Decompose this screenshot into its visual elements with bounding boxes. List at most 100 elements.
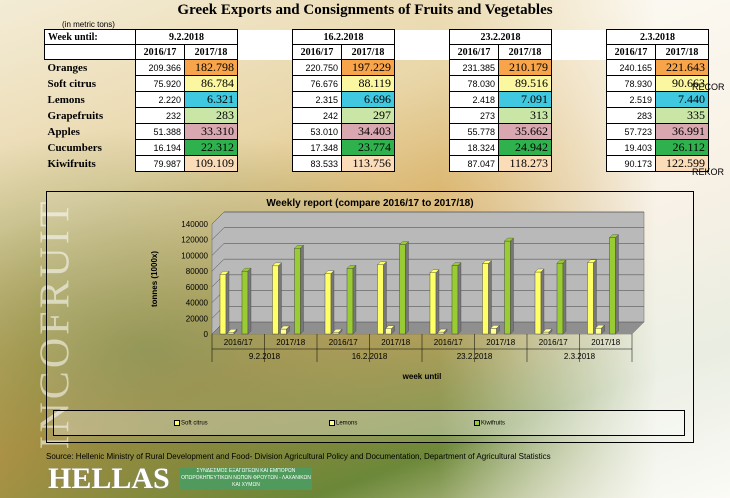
x-group-label: 23.2.2018 bbox=[457, 352, 493, 361]
y-tick-label: 120000 bbox=[181, 236, 208, 245]
spacer-cell bbox=[551, 59, 607, 76]
y-axis-label: tonnes (1000x) bbox=[150, 251, 159, 307]
value-2016-17: 232 bbox=[135, 107, 185, 124]
bar-kiwifruits bbox=[451, 265, 459, 335]
spacer-cell bbox=[551, 155, 607, 172]
gridline-side bbox=[211, 227, 225, 240]
chart-title: Weekly report (compare 2016/17 to 2017/1… bbox=[266, 198, 474, 209]
legend-swatch bbox=[474, 420, 480, 426]
spacer-cell bbox=[394, 59, 450, 76]
value-2017-18: 6.321 bbox=[184, 91, 238, 108]
bar-side bbox=[286, 325, 290, 335]
bar-kiwifruits bbox=[504, 240, 511, 335]
bar-soft-citrus bbox=[377, 264, 384, 335]
value-2016-17: 79.987 bbox=[135, 155, 185, 172]
bar-soft-citrus bbox=[324, 273, 332, 335]
table-row: Cucumbers 16.194 22.312 17.348 23.774 18.324 2… bbox=[45, 139, 709, 156]
bar-soft-citrus bbox=[587, 262, 594, 335]
spacer-cell bbox=[551, 107, 607, 124]
x-axis-label: week until bbox=[402, 372, 442, 381]
bar-kiwifruits bbox=[556, 262, 564, 335]
product-label: Apples bbox=[47, 125, 80, 138]
table-row: Grapefruits 232 283 242 297 273 313 283 335 bbox=[45, 107, 709, 124]
bar-kiwifruits bbox=[241, 270, 249, 335]
season-header: 2016/17 bbox=[606, 44, 656, 60]
value-2016-17: 17.348 bbox=[292, 139, 342, 156]
value-2016-17: 2.519 bbox=[606, 91, 656, 108]
y-tick-label: 80000 bbox=[186, 267, 209, 276]
season-header: 2017/18 bbox=[341, 44, 395, 60]
bar-kiwifruits bbox=[399, 244, 406, 335]
table-row: Soft citrus 75.920 86.784 76.676 88.119 78.03… bbox=[45, 75, 709, 92]
value-2016-17: 2.315 bbox=[292, 91, 342, 108]
season-header: 2016/17 bbox=[292, 44, 342, 60]
table-row: Kiwifruits 79.987 109.109 83.533 113.756 87.0… bbox=[45, 155, 709, 172]
value-2016-17: 57.723 bbox=[606, 123, 656, 140]
value-2017-18: 297 bbox=[341, 107, 395, 124]
spacer-cell bbox=[394, 91, 450, 108]
value-2017-18: 7.440 bbox=[655, 91, 709, 108]
x-group-label: 16.2.2018 bbox=[352, 352, 388, 361]
value-2016-17: 55.778 bbox=[449, 123, 499, 140]
spacer-cell bbox=[237, 44, 293, 60]
x-group-label: 9.2.2018 bbox=[249, 352, 281, 361]
x-tick-label: 2017/18 bbox=[276, 338, 305, 347]
spacer-cell bbox=[237, 29, 293, 45]
spacer-cell bbox=[551, 44, 607, 60]
gridline-side bbox=[211, 258, 225, 272]
spacer-cell bbox=[394, 75, 450, 92]
legend-swatch bbox=[329, 420, 335, 426]
product-label: Soft citrus bbox=[47, 77, 97, 90]
value-2017-18: 335 bbox=[655, 107, 709, 124]
legend-item: Lemons bbox=[329, 420, 357, 427]
bar-soft-citrus bbox=[429, 272, 437, 335]
x-group-label: 2.3.2018 bbox=[564, 352, 596, 361]
value-2017-18: 88.119 bbox=[341, 75, 395, 92]
value-2017-18: 22.312 bbox=[184, 139, 238, 156]
value-2017-18: 7.091 bbox=[498, 91, 552, 108]
bar-side bbox=[405, 241, 409, 335]
season-header: 2016/17 bbox=[135, 44, 185, 60]
value-2016-17: 53.010 bbox=[292, 123, 342, 140]
record-tag: RECOR bbox=[692, 82, 725, 92]
bar-side bbox=[330, 270, 335, 335]
value-2016-17: 209.366 bbox=[135, 59, 185, 76]
value-2017-18: 182.798 bbox=[184, 59, 238, 76]
units-label: (in metric tons) bbox=[62, 20, 115, 29]
product-label: Grapefruits bbox=[47, 109, 104, 122]
page-title: Greek Exports and Consignments of Fruits… bbox=[177, 2, 553, 18]
bar-side bbox=[615, 234, 619, 335]
gridline-side bbox=[211, 243, 225, 256]
value-2016-17: 283 bbox=[606, 107, 656, 124]
value-2016-17: 240.165 bbox=[606, 59, 656, 76]
record-tag: REKOR bbox=[692, 167, 725, 177]
exports-table: Week until: 9.2.2018 16.2.2018 23.2.2018 2.… bbox=[44, 29, 709, 172]
gridline-side bbox=[211, 211, 225, 225]
bar-side bbox=[247, 267, 252, 335]
value-2016-17: 78.030 bbox=[449, 75, 499, 92]
y-tick-label: 40000 bbox=[186, 299, 209, 308]
bar-side bbox=[352, 265, 357, 335]
value-2017-18: 210.179 bbox=[498, 59, 552, 76]
bar-soft-citrus bbox=[482, 263, 489, 335]
bar-kiwifruits bbox=[294, 248, 301, 335]
spacer-cell bbox=[551, 139, 607, 156]
value-2016-17: 16.194 bbox=[135, 139, 185, 156]
value-2017-18: 197.229 bbox=[341, 59, 395, 76]
value-2016-17: 231.385 bbox=[449, 59, 499, 76]
bar-kiwifruits bbox=[609, 237, 616, 335]
y-tick-label: 20000 bbox=[186, 314, 209, 323]
bar-side bbox=[338, 328, 343, 335]
table-row: Lemons 2.220 6.321 2.315 6.696 2.418 7.091 2.51… bbox=[45, 91, 709, 108]
spacer-cell bbox=[394, 139, 450, 156]
spacer-cell bbox=[551, 123, 607, 140]
legend-label: Kiwifruits bbox=[481, 420, 506, 427]
value-2017-18: 35.662 bbox=[498, 123, 552, 140]
bar-side bbox=[540, 268, 545, 335]
value-2016-17: 83.533 bbox=[292, 155, 342, 172]
value-2017-18: 33.310 bbox=[184, 123, 238, 140]
bar-side bbox=[601, 324, 605, 335]
value-2017-18: 109.109 bbox=[184, 155, 238, 172]
bar-lemons bbox=[437, 331, 445, 335]
bar-side bbox=[435, 269, 440, 335]
